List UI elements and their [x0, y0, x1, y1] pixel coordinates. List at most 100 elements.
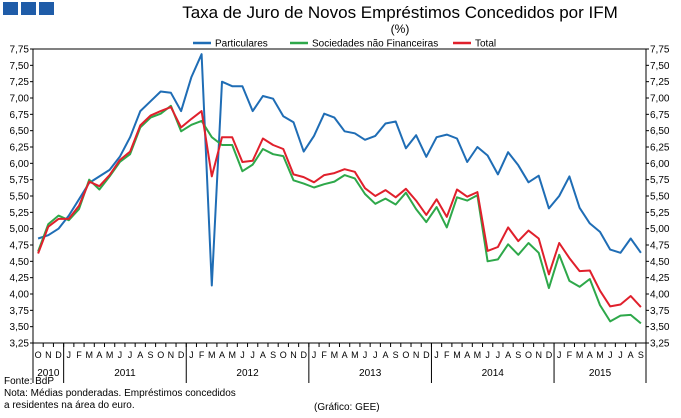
x-month-label: O: [280, 350, 287, 360]
x-month-label: A: [628, 350, 634, 360]
x-month-label: N: [535, 350, 542, 360]
x-month-label: N: [290, 350, 297, 360]
x-month-label: O: [35, 350, 42, 360]
series-line-1: [37, 53, 642, 287]
y-tick-label-right: 4,75: [650, 241, 670, 252]
y-tick-label-right: 5,00: [650, 224, 670, 235]
note-line-2: a residentes na área do euro.: [4, 400, 135, 411]
x-month-label: J: [557, 350, 562, 360]
chart-credit: (Gráfico: GEE): [314, 402, 380, 413]
x-month-label: J: [128, 350, 133, 360]
y-tick-label-right: 3,75: [650, 306, 670, 317]
x-month-label: A: [587, 350, 593, 360]
x-month-label: D: [55, 350, 62, 360]
x-month-label: S: [147, 350, 153, 360]
x-month-label: M: [596, 350, 604, 360]
x-month-label: J: [363, 350, 368, 360]
x-month-label: A: [382, 350, 388, 360]
x-month-label: A: [219, 350, 225, 360]
legend-label-1: Particulares: [215, 39, 268, 50]
x-month-label: M: [85, 350, 93, 360]
y-tick-label-left: 7,75: [10, 45, 30, 56]
x-month-label: M: [351, 350, 359, 360]
header-square-3: [39, 2, 54, 15]
y-tick-label-right: 4,00: [650, 290, 670, 301]
x-month-label: A: [342, 350, 348, 360]
y-tick-label-left: 4,00: [10, 290, 30, 301]
note-line-1: Nota: Médias ponderadas. Empréstimos con…: [4, 388, 236, 399]
x-month-label: O: [157, 350, 164, 360]
y-tick-label-left: 6,75: [10, 110, 30, 121]
x-month-label: S: [638, 350, 644, 360]
x-month-label: J: [250, 350, 255, 360]
y-tick-label-right: 6,50: [650, 126, 670, 137]
y-tick-label-left: 3,75: [10, 306, 30, 317]
y-tick-label-right: 3,25: [650, 339, 670, 350]
y-tick-label-right: 4,25: [650, 273, 670, 284]
y-tick-label-left: 4,75: [10, 241, 30, 252]
x-year-label: 2013: [359, 368, 382, 379]
x-month-label: M: [331, 350, 339, 360]
plot-frame: [32, 48, 647, 344]
x-month-label: A: [464, 350, 470, 360]
y-tick-label-right: 6,00: [650, 159, 670, 170]
legend-label-3: Total: [475, 39, 496, 50]
y-tick-label-right: 5,25: [650, 208, 670, 219]
x-month-label: F: [76, 350, 82, 360]
y-tick-label-left: 7,50: [10, 61, 30, 72]
y-tick-label-left: 6,25: [10, 143, 30, 154]
y-tick-label-left: 5,50: [10, 192, 30, 203]
y-tick-label-left: 3,25: [10, 339, 30, 350]
x-year-label: 2014: [482, 368, 505, 379]
x-month-label: O: [525, 350, 532, 360]
x-month-label: J: [496, 350, 501, 360]
x-month-label: J: [312, 350, 317, 360]
x-month-label: A: [505, 350, 511, 360]
y-tick-label-right: 7,50: [650, 61, 670, 72]
x-month-label: J: [118, 350, 123, 360]
x-month-label: J: [485, 350, 490, 360]
x-month-label: J: [618, 350, 623, 360]
y-tick-label-left: 6,00: [10, 159, 30, 170]
x-year-label: 2015: [589, 368, 612, 379]
x-month-label: F: [199, 350, 205, 360]
x-year-label: 2012: [236, 368, 259, 379]
y-tick-label-right: 7,25: [650, 77, 670, 88]
y-tick-label-right: 5,50: [650, 192, 670, 203]
y-tick-label-left: 5,00: [10, 224, 30, 235]
y-tick-label-right: 3,50: [650, 322, 670, 333]
y-tick-label-right: 6,75: [650, 110, 670, 121]
y-tick-label-left: 7,00: [10, 94, 30, 105]
y-tick-label-left: 5,75: [10, 175, 30, 186]
x-month-label: F: [444, 350, 450, 360]
x-month-label: D: [423, 350, 430, 360]
x-year-label: 2010: [37, 368, 60, 379]
y-tick-label-right: 6,25: [650, 143, 670, 154]
x-month-label: O: [402, 350, 409, 360]
y-tick-label-right: 4,50: [650, 257, 670, 268]
source-note: Fonte: BdP: [4, 376, 55, 387]
x-month-label: M: [106, 350, 114, 360]
chart-title: Taxa de Juro de Novos Empréstimos Conced…: [182, 3, 618, 22]
y-tick-label-left: 4,50: [10, 257, 30, 268]
x-month-label: F: [321, 350, 327, 360]
x-month-label: J: [189, 350, 194, 360]
header-square-2: [21, 2, 36, 15]
y-tick-label-left: 5,25: [10, 208, 30, 219]
legend-label-2: Sociedades não Financeiras: [312, 39, 438, 50]
header-square-1: [3, 2, 18, 15]
y-tick-label-left: 4,25: [10, 273, 30, 284]
x-month-label: N: [168, 350, 175, 360]
x-month-label: M: [453, 350, 461, 360]
x-month-label: A: [260, 350, 266, 360]
y-tick-label-right: 5,75: [650, 175, 670, 186]
chart-unit: (%): [390, 22, 410, 36]
x-month-label: S: [515, 350, 521, 360]
x-month-label: N: [413, 350, 420, 360]
y-tick-label-left: 6,50: [10, 126, 30, 137]
x-month-label: A: [96, 350, 102, 360]
x-year-label: 2011: [114, 368, 136, 379]
x-month-label: J: [434, 350, 439, 360]
x-month-label: M: [474, 350, 482, 360]
y-tick-label-right: 7,75: [650, 45, 670, 56]
